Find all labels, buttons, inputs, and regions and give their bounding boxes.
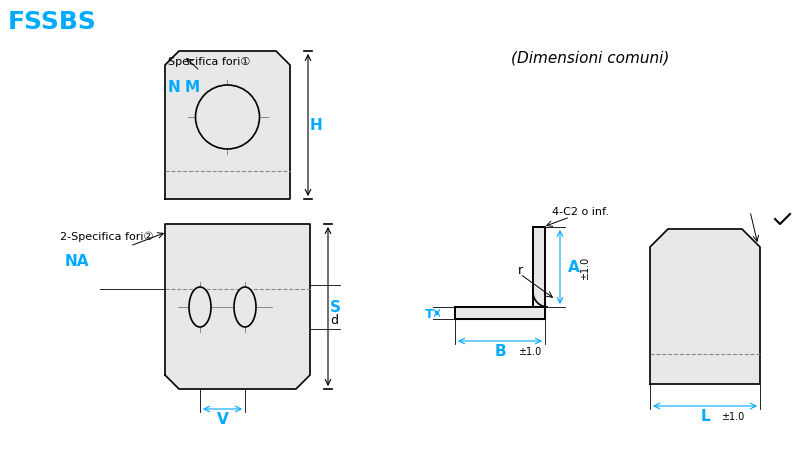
- Text: S: S: [330, 299, 341, 314]
- Text: (Dimensioni comuni): (Dimensioni comuni): [510, 50, 668, 65]
- Polygon shape: [164, 52, 290, 200]
- Text: ±1.0: ±1.0: [720, 411, 743, 421]
- Text: d: d: [330, 313, 338, 326]
- Text: Specifica fori①: Specifica fori①: [168, 57, 250, 67]
- Text: L: L: [699, 409, 709, 424]
- Text: A: A: [567, 260, 579, 275]
- Text: V: V: [217, 412, 228, 426]
- Polygon shape: [533, 228, 545, 308]
- Circle shape: [195, 86, 259, 150]
- Text: 4-C2 o inf.: 4-C2 o inf.: [551, 207, 608, 217]
- Polygon shape: [455, 228, 545, 319]
- Text: T: T: [425, 307, 433, 320]
- Ellipse shape: [233, 287, 256, 327]
- Text: B: B: [493, 344, 505, 359]
- Polygon shape: [455, 308, 545, 319]
- Polygon shape: [164, 224, 310, 389]
- Text: N: N: [168, 80, 180, 95]
- Text: ±1.0: ±1.0: [579, 256, 589, 279]
- Text: 2-Specifica fori②: 2-Specifica fori②: [60, 231, 153, 241]
- Polygon shape: [649, 230, 759, 384]
- Text: ±1.0: ±1.0: [517, 346, 541, 356]
- Text: FSSBS: FSSBS: [8, 10, 97, 34]
- Text: r: r: [516, 263, 522, 276]
- Text: H: H: [310, 118, 322, 133]
- Text: M: M: [184, 80, 200, 95]
- Ellipse shape: [188, 287, 211, 327]
- Text: NA: NA: [65, 254, 89, 269]
